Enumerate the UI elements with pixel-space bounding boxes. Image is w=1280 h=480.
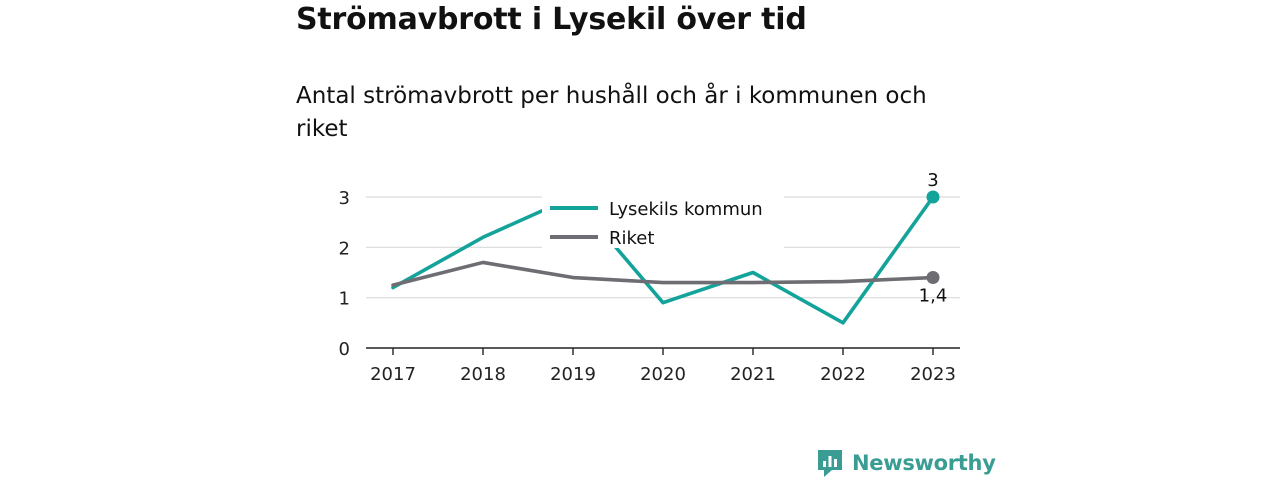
x-tick-label: 2022	[820, 364, 866, 385]
x-axis: 2017 2018 2019 2020 2021 2022 2023	[366, 347, 960, 385]
legend-label: Lysekils kommun	[609, 199, 763, 220]
legend-label: Riket	[609, 228, 654, 249]
chart-subtitle: Antal strömavbrott per hushåll och år i …	[296, 83, 927, 142]
y-axis: 0 1 2 3	[339, 188, 350, 360]
x-tick-label: 2023	[910, 364, 956, 385]
x-tick-label: 2021	[730, 364, 776, 385]
x-tick-label: 2020	[640, 364, 686, 385]
y-tick-label: 0	[339, 339, 350, 360]
series-line	[391, 260, 935, 287]
series-line	[391, 195, 935, 325]
series-end-point	[926, 190, 940, 204]
y-tick-label: 1	[339, 289, 350, 310]
end-labels: 31,4	[919, 170, 948, 307]
end-label-riket: 1,4	[919, 286, 948, 307]
x-tick-label: 2017	[370, 364, 416, 385]
x-tick-label: 2019	[550, 364, 596, 385]
x-tick-label: 2018	[460, 364, 506, 385]
series-end-point	[926, 271, 940, 285]
chart-card: Strömavbrott i Lysekil över tid Antal st…	[296, 0, 996, 480]
series-lines	[391, 190, 940, 325]
legend: Lysekils kommun Riket	[542, 190, 784, 249]
newsworthy-brand: Newsworthy	[816, 446, 996, 480]
end-label-lysekil: 3	[927, 170, 938, 191]
page-title: Strömavbrott i Lysekil över tid	[296, 2, 807, 37]
y-tick-label: 3	[339, 188, 350, 209]
newsworthy-logo-icon	[818, 450, 842, 477]
brand-name: Newsworthy	[852, 451, 996, 475]
y-tick-label: 2	[339, 238, 350, 259]
